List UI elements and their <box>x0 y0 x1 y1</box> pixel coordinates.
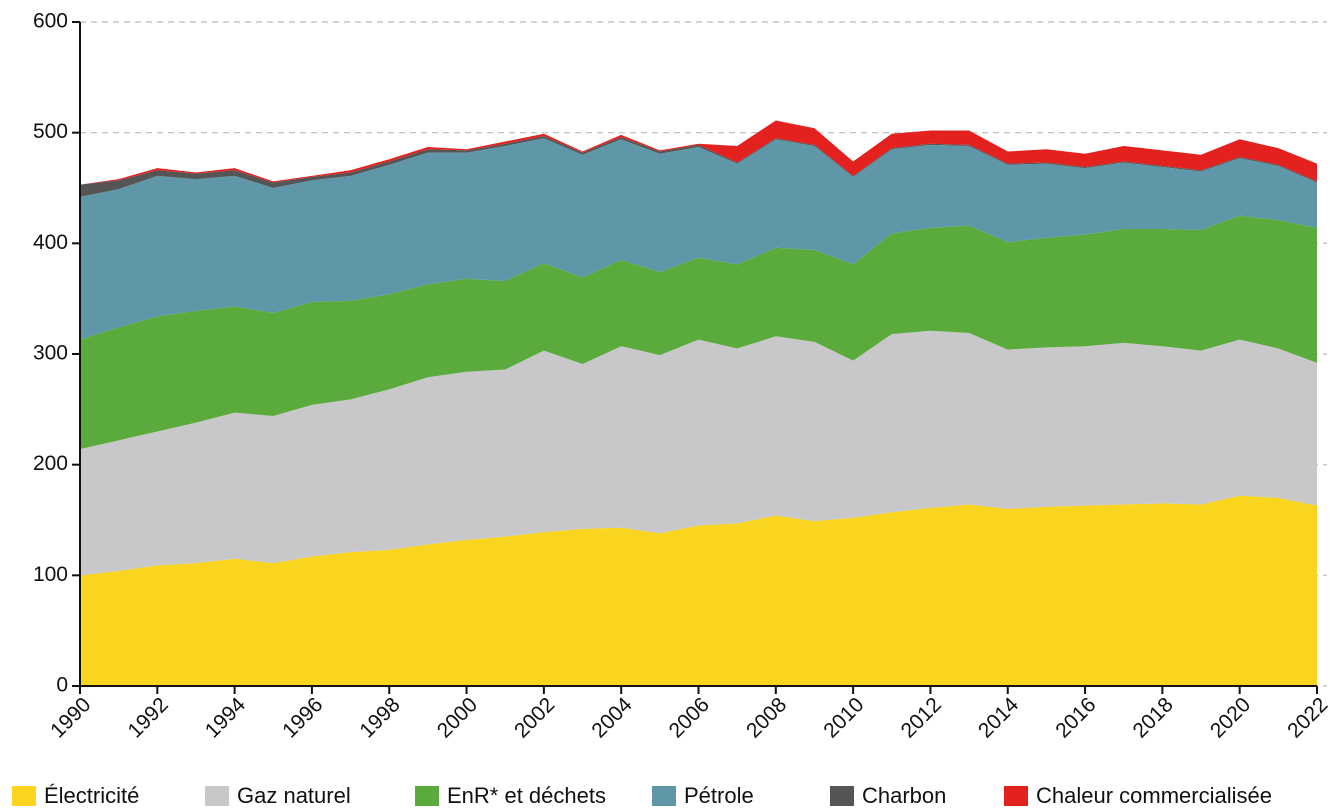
legend-swatch <box>830 786 854 806</box>
legend-label: EnR* et déchets <box>447 783 606 808</box>
x-tick-label: 1992 <box>123 693 172 742</box>
x-tick-label: 2022 <box>1283 693 1330 742</box>
x-tick-label: 1990 <box>46 693 95 742</box>
legend-swatch <box>415 786 439 806</box>
legend-swatch <box>652 786 676 806</box>
x-tick-label: 2000 <box>433 693 482 742</box>
area <box>80 495 1317 686</box>
legend-label: Charbon <box>862 783 946 808</box>
y-tick-label: 600 <box>33 10 68 33</box>
x-tick-label: 2018 <box>1129 693 1178 742</box>
legend: Électricité Gaz naturel EnR* et déchets Pét… <box>12 783 1272 808</box>
y-tick-label: 0 <box>56 674 68 697</box>
y-tick-label: 300 <box>33 342 68 365</box>
x-tick-label: 2008 <box>742 693 791 742</box>
x-tick-label: 2012 <box>897 693 946 742</box>
x-tick-label: 2002 <box>510 693 559 742</box>
x-tick-label: 2014 <box>974 693 1024 743</box>
x-tick-label: 1998 <box>355 693 404 742</box>
legend-label: Chaleur commercialisée <box>1036 783 1272 808</box>
y-tick-label: 100 <box>33 563 68 586</box>
y-tick-label: 500 <box>33 120 68 143</box>
area <box>80 215 1317 450</box>
areas <box>80 120 1317 686</box>
legend-swatch <box>12 786 36 806</box>
x-tick-label: 2006 <box>665 693 714 742</box>
legend-swatch <box>1004 786 1028 806</box>
y-tick-label: 200 <box>33 452 68 475</box>
y-tick-label: 400 <box>33 231 68 254</box>
x-tick-label: 1994 <box>201 693 251 743</box>
x-tick-label: 2016 <box>1051 693 1100 742</box>
x-tick-label: 1996 <box>278 693 327 742</box>
legend-label: Pétrole <box>684 783 754 808</box>
legend-label: Électricité <box>44 783 139 808</box>
x-tick-label: 2010 <box>819 693 868 742</box>
legend-swatch <box>205 786 229 806</box>
x-tick-label: 2004 <box>587 693 637 743</box>
area <box>80 120 1317 185</box>
legend-label: Gaz naturel <box>237 783 351 808</box>
area <box>80 330 1317 576</box>
area <box>80 138 1317 340</box>
x-tick-label: 2020 <box>1206 693 1255 742</box>
